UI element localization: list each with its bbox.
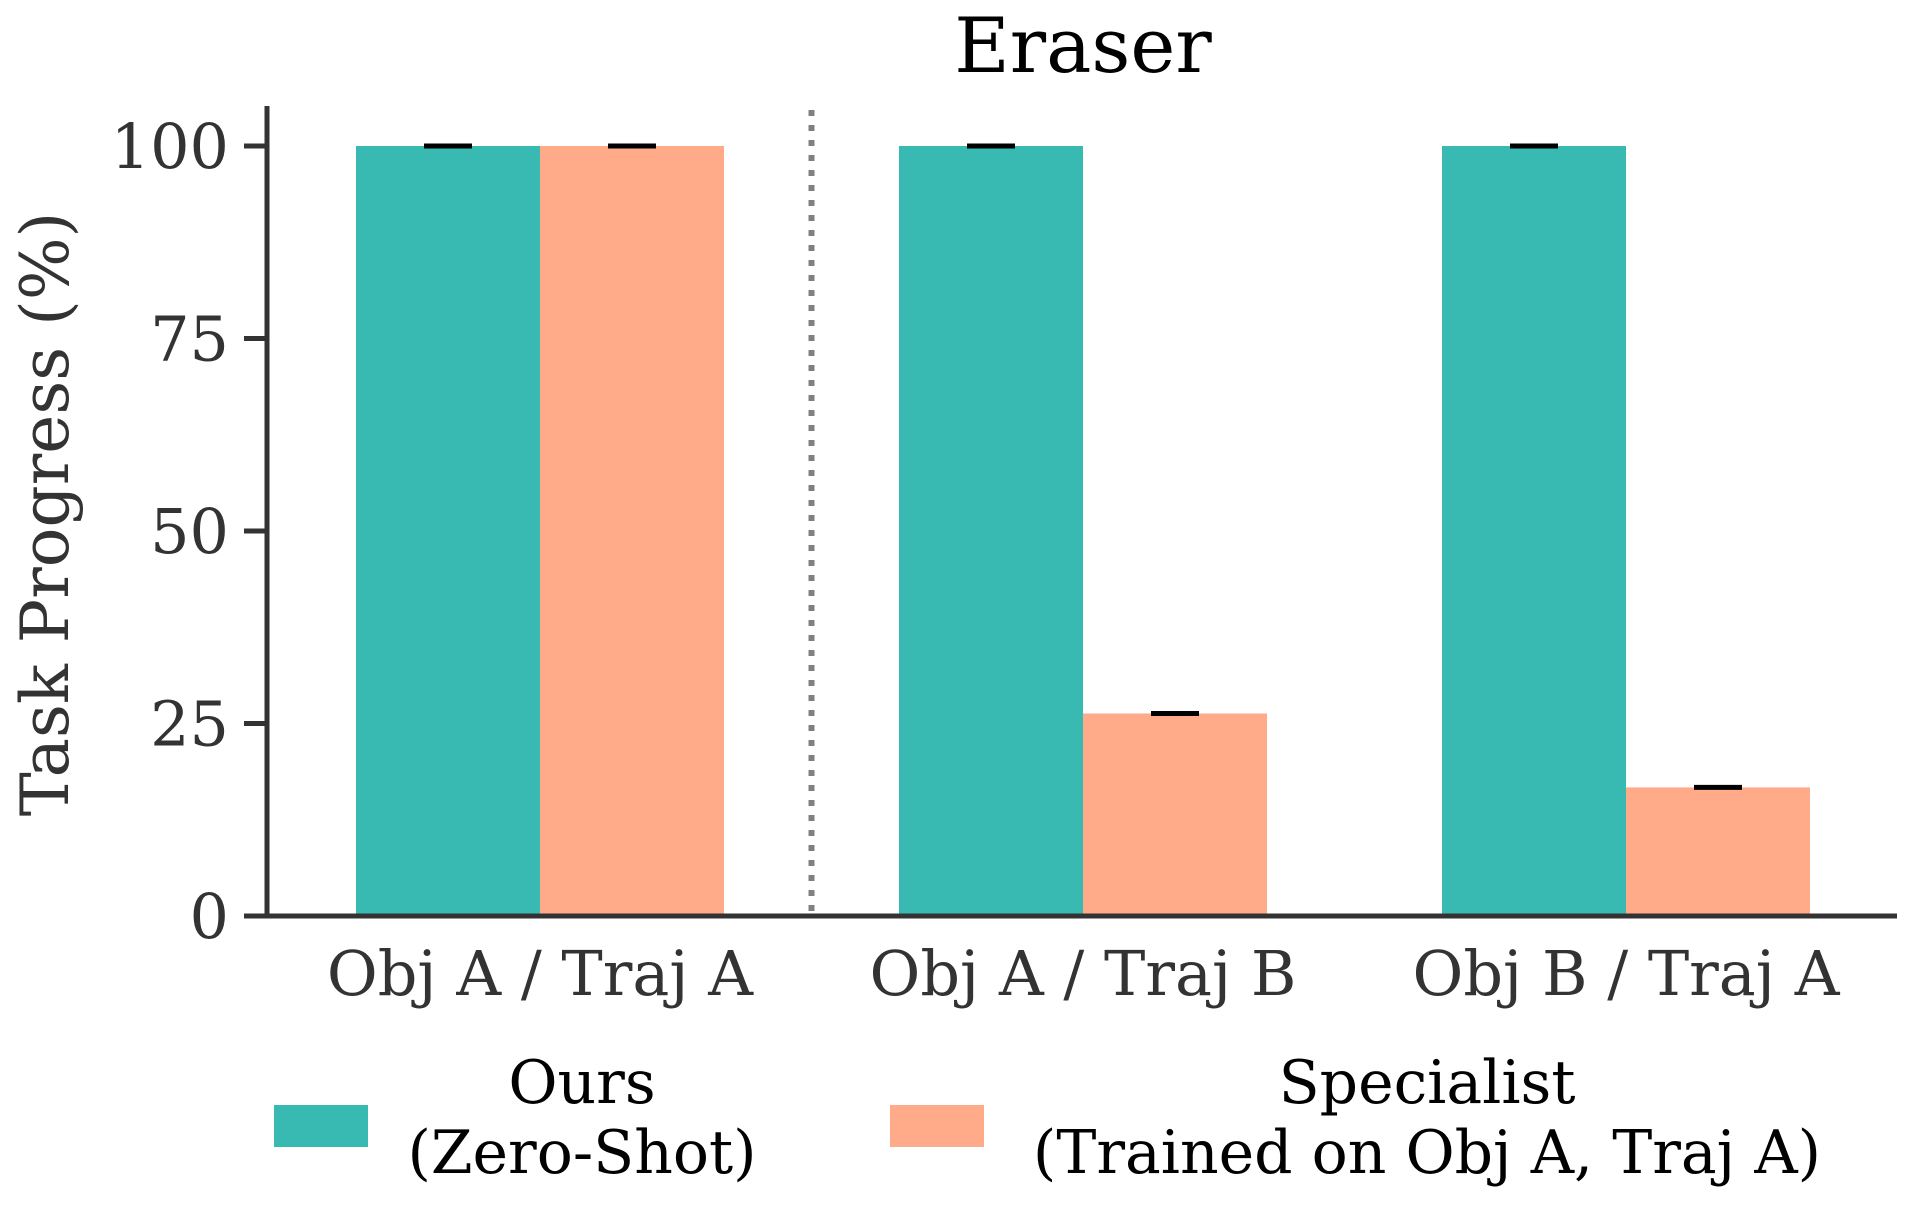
legend-swatch xyxy=(274,1105,368,1147)
y-tick-label: 75 xyxy=(150,303,229,376)
legend-label-line: (Trained on Obj A, Traj A) xyxy=(1033,1118,1821,1188)
legend-swatch xyxy=(890,1105,984,1147)
y-tick-label: 25 xyxy=(150,688,229,761)
x-tick-label: Obj A / Traj A xyxy=(327,937,754,1010)
bar-specialist-obj-a-traj-b xyxy=(1083,713,1267,916)
y-axis-ticks: 0 25 50 75 100 xyxy=(111,110,267,953)
x-tick-label: Obj B / Traj A xyxy=(1413,937,1841,1010)
x-tick-label: Obj A / Traj B xyxy=(870,937,1297,1010)
error-caps-layer xyxy=(424,143,1742,790)
bar-specialist-obj-a-traj-a xyxy=(540,146,724,916)
legend: Ours(Zero-Shot) Specialist(Trained on Obj… xyxy=(274,1048,1821,1188)
legend-label-line: (Zero-Shot) xyxy=(407,1118,756,1188)
y-axis-label: Task Progress (%) xyxy=(7,212,84,817)
legend-item-specialist: Specialist(Trained on Obj A, Traj A) xyxy=(890,1048,1821,1188)
bar-specialist-obj-b-traj-a xyxy=(1626,787,1810,916)
x-axis-ticks: Obj A / Traj A Obj A / Traj B Obj B / Traj… xyxy=(327,937,1841,1010)
y-tick-label: 100 xyxy=(111,110,229,183)
bar-ours-obj-a-traj-a xyxy=(356,146,540,916)
bars-layer xyxy=(356,146,1810,916)
y-tick-label: 0 xyxy=(190,880,229,953)
y-tick-label: 50 xyxy=(150,495,229,568)
bar-ours-obj-b-traj-a xyxy=(1442,146,1626,916)
bar-ours-obj-a-traj-b xyxy=(899,146,1083,916)
legend-label-line: Ours xyxy=(508,1048,655,1118)
legend-item-ours: Ours(Zero-Shot) xyxy=(274,1048,757,1188)
legend-label-line: Specialist xyxy=(1279,1048,1576,1118)
chart-title: Eraser xyxy=(954,1,1212,90)
